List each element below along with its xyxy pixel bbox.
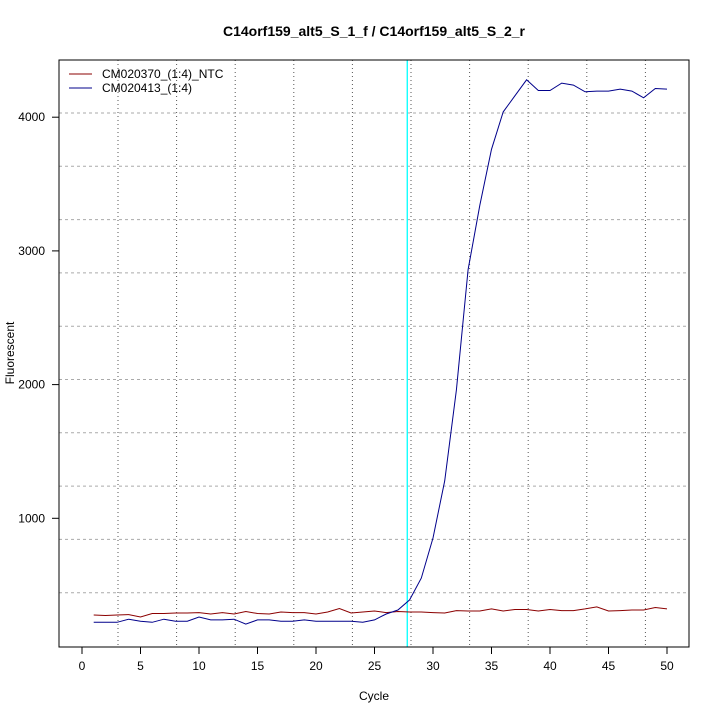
x-tick-label: 20 bbox=[309, 659, 323, 673]
series-group bbox=[93, 79, 668, 625]
x-tick-label: 25 bbox=[368, 659, 382, 673]
x-tick-label: 35 bbox=[485, 659, 499, 673]
x-tick-label: 15 bbox=[251, 659, 265, 673]
y-tick-label: 1000 bbox=[18, 511, 45, 525]
plot-frame bbox=[58, 59, 690, 648]
chart-title: C14orf159_alt5_S_1_f / C14orf159_alt5_S_… bbox=[223, 23, 526, 39]
x-tick-label: 5 bbox=[137, 659, 144, 673]
grid bbox=[59, 60, 689, 647]
x-tick-label: 40 bbox=[543, 659, 557, 673]
x-axis-label: Cycle bbox=[359, 689, 389, 703]
x-tick-label: 45 bbox=[602, 659, 616, 673]
y-tick-label: 2000 bbox=[18, 378, 45, 392]
y-tick-label: 3000 bbox=[18, 244, 45, 258]
x-axis: 0 5 10 15 20 25 30 35 40 45 50 bbox=[79, 646, 674, 673]
series-line-0 bbox=[93, 606, 668, 618]
y-tick-label: 4000 bbox=[18, 110, 45, 124]
legend-label-1: CM020413_(1:4) bbox=[102, 81, 192, 95]
y-axis-label: Fluorescent bbox=[3, 321, 17, 384]
series-line-1 bbox=[93, 79, 668, 625]
x-tick-label: 50 bbox=[660, 659, 674, 673]
y-axis: 1000 2000 3000 4000 bbox=[18, 110, 60, 525]
legend-label-0: CM020370_(1:4)_NTC bbox=[102, 67, 224, 81]
legend: CM020370_(1:4)_NTC CM020413_(1:4) bbox=[69, 67, 224, 95]
x-tick-label: 10 bbox=[192, 659, 206, 673]
x-tick-label: 0 bbox=[79, 659, 86, 673]
x-tick-label: 30 bbox=[426, 659, 440, 673]
